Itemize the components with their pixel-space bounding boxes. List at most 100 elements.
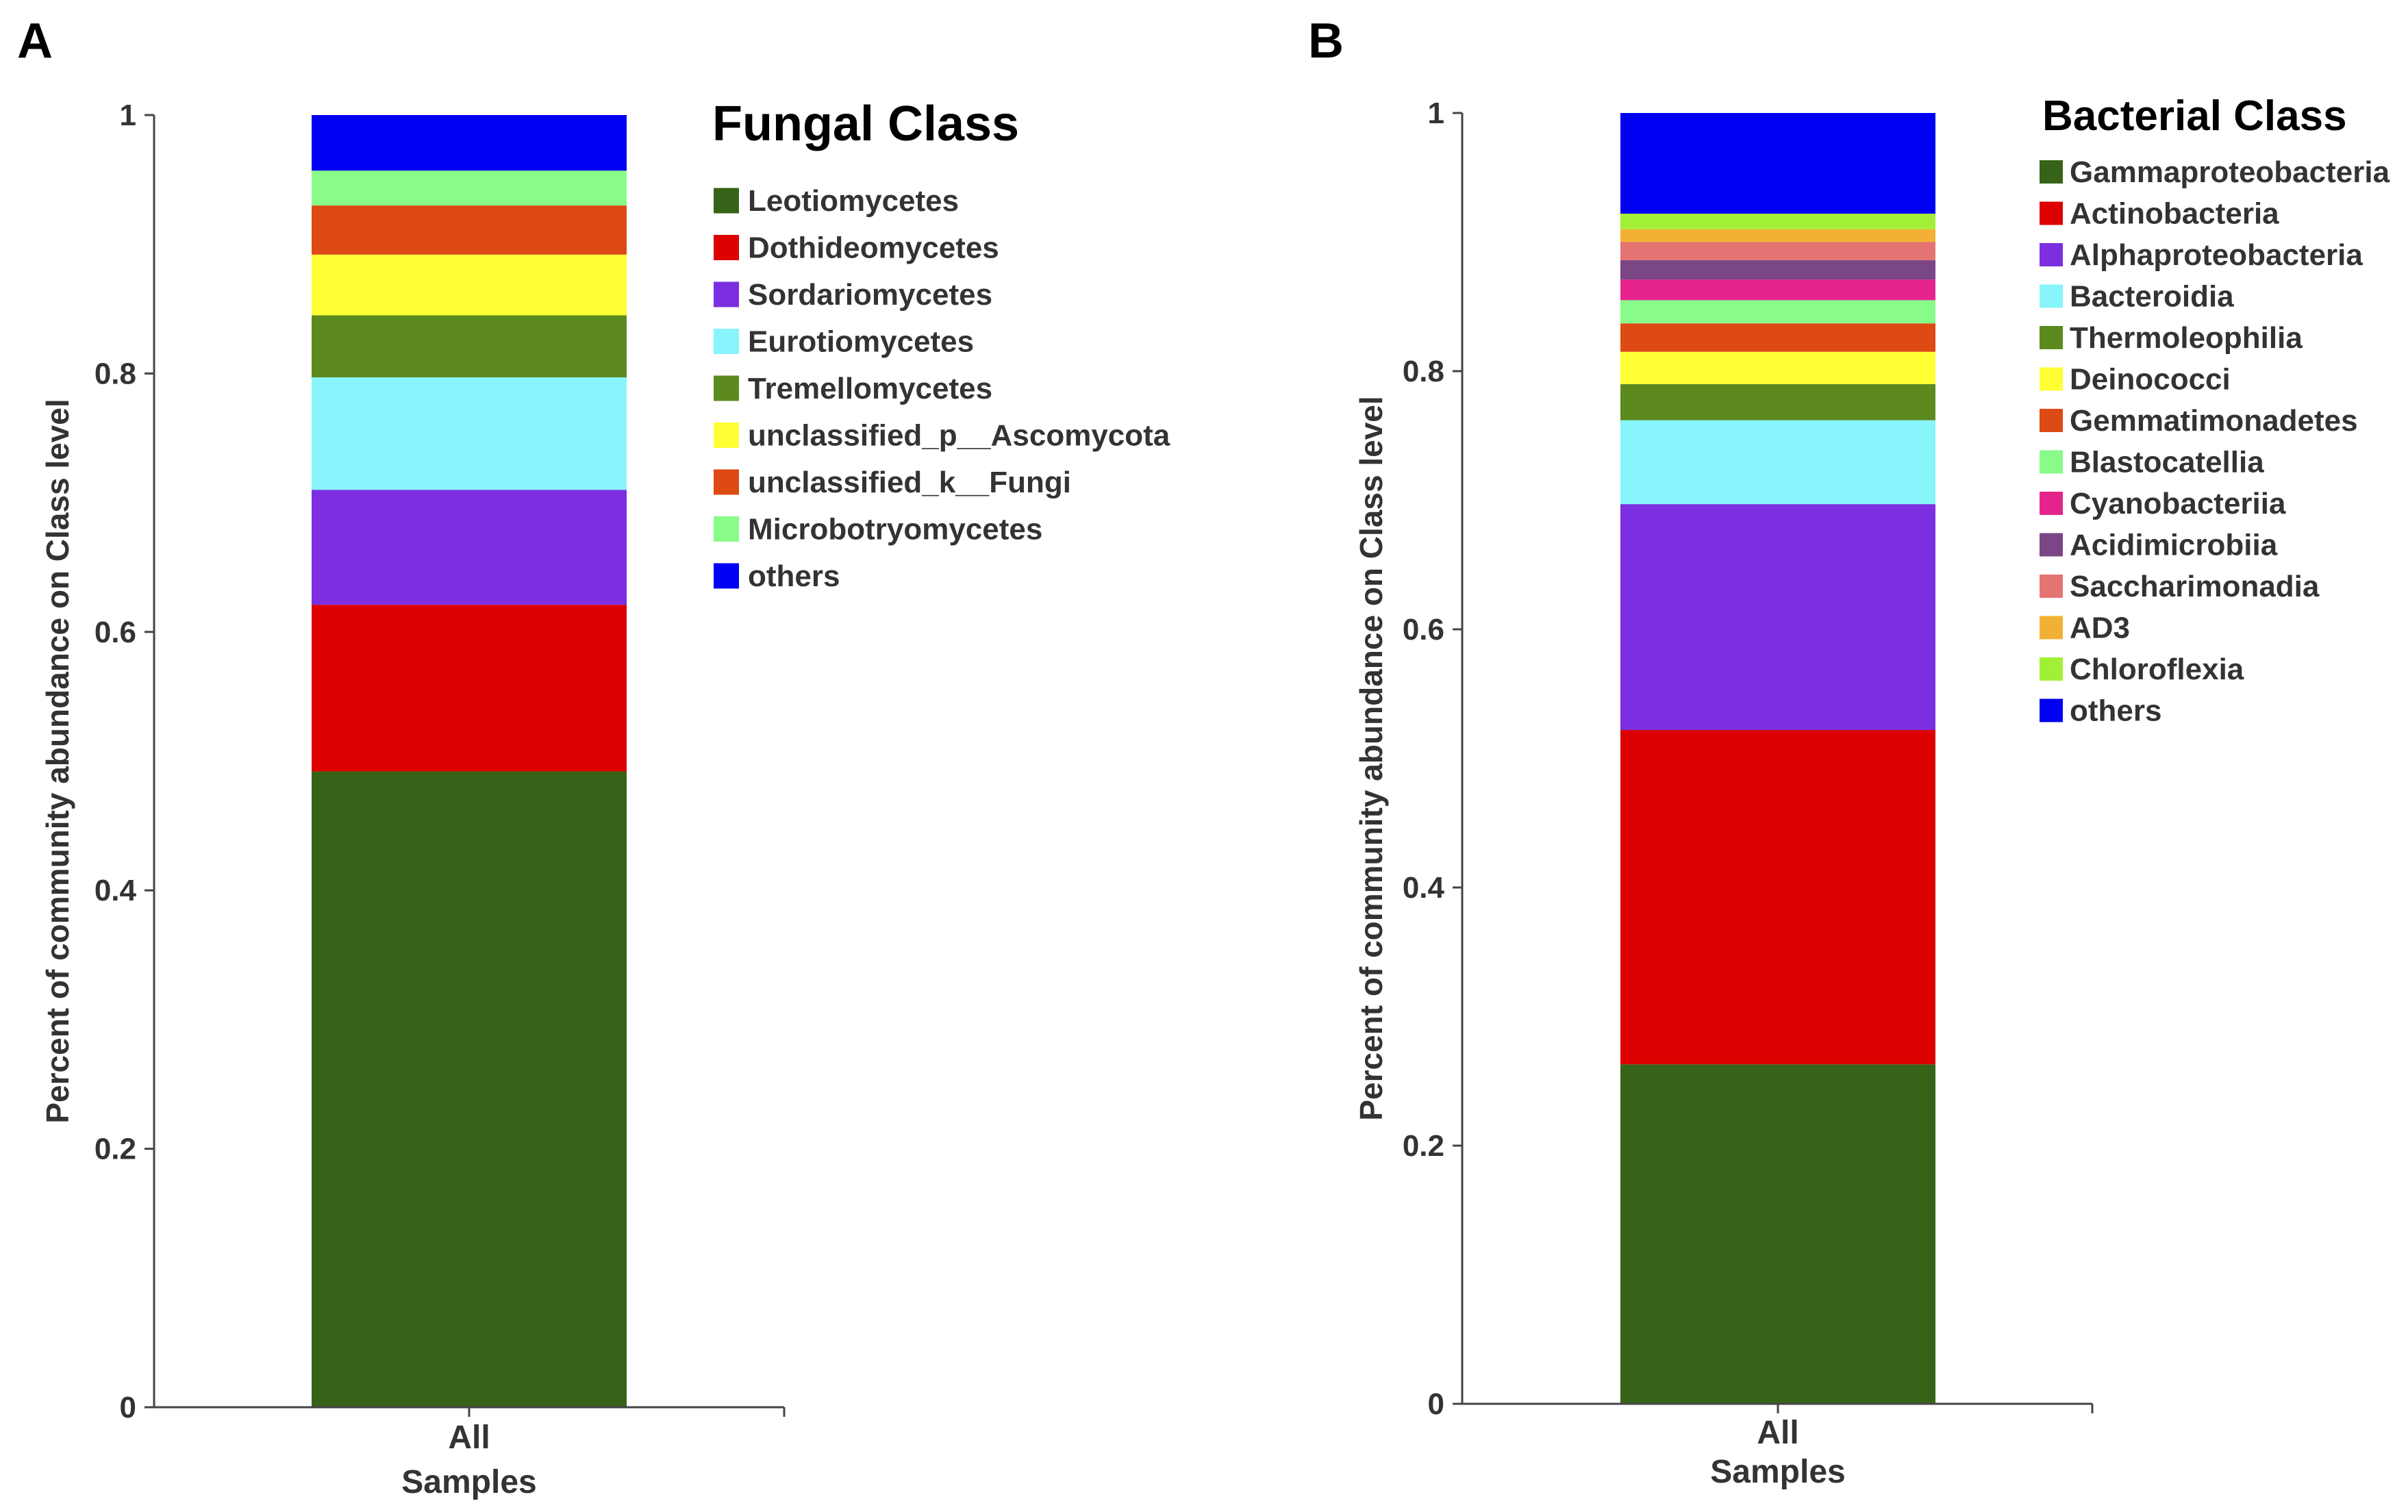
bar-segment-microbotryomycetes xyxy=(312,171,627,206)
legend-swatch xyxy=(714,563,739,589)
legend-swatch xyxy=(2040,409,2063,432)
bar-segment-gammaproteobacteria xyxy=(1620,1064,1935,1404)
bar-segment-thermoleophilia xyxy=(1620,383,1935,420)
bar-segment-eurotiomycetes xyxy=(312,377,627,490)
legend-label: Eurotiomycetes xyxy=(748,325,974,359)
legend-label: Chloroflexia xyxy=(2070,653,2244,686)
legend-swatch xyxy=(714,469,739,495)
y-tick-label: 0.4 xyxy=(95,874,137,907)
y-tick-label: 0.4 xyxy=(1403,871,1445,905)
legend-item: Thermoleophilia xyxy=(2040,321,2303,355)
y-axis-title: Percent of community abundance on Class … xyxy=(40,399,75,1123)
legend-swatch xyxy=(2040,575,2063,598)
legend-label: Cyanobacteriia xyxy=(2070,487,2286,520)
legend-swatch xyxy=(2040,201,2063,225)
legend-label: AD3 xyxy=(2070,612,2130,645)
legend-label: Saccharimonadia xyxy=(2070,570,2320,603)
legend-item: others xyxy=(2040,694,2161,728)
legend-swatch xyxy=(2040,326,2063,349)
legend-item: Leotiomycetes xyxy=(714,184,959,218)
bar-segment-sordariomycetes xyxy=(312,490,627,605)
legend-label: Gammaproteobacteria xyxy=(2070,155,2390,189)
legend-swatch xyxy=(714,516,739,542)
legend-label: Bacteroidia xyxy=(2070,280,2234,314)
bar-segment-chloroflexia xyxy=(1620,214,1935,229)
bar-segment-saccharimonadia xyxy=(1620,242,1935,260)
legend-item: unclassified_k__Fungi xyxy=(714,466,1071,499)
y-tick-label: 0.8 xyxy=(95,357,136,390)
legend-label: Gemmatimonadetes xyxy=(2070,404,2358,438)
y-tick-label: 0.2 xyxy=(1403,1129,1444,1163)
bar-segment-others xyxy=(312,115,627,171)
legend-item: Alphaproteobacteria xyxy=(2040,238,2363,272)
legend-swatch xyxy=(2040,492,2063,515)
legend-item: Acidimicrobiia xyxy=(2040,529,2278,562)
bar-segment-deinococci xyxy=(1620,351,1935,384)
legend-title: Fungal Class xyxy=(712,97,1019,151)
legend-item: others xyxy=(714,559,840,593)
legend-item: Dothideomycetes xyxy=(714,231,999,265)
legend-label: others xyxy=(2070,694,2161,728)
y-tick-label: 1 xyxy=(120,99,136,132)
legend-item: Bacteroidia xyxy=(2040,280,2234,314)
bar-segment-unclassified-k-fungi xyxy=(312,205,627,255)
legend-label: Sordariomycetes xyxy=(748,278,992,312)
bar-segment-acidimicrobiia xyxy=(1620,260,1935,280)
panel-label: B xyxy=(1308,14,1344,68)
legend-swatch xyxy=(714,188,739,214)
bar-segment-bacteroidia xyxy=(1620,420,1935,505)
legend-label: Dothideomycetes xyxy=(748,231,999,265)
x-category-label-line1: All xyxy=(448,1420,490,1456)
legend-item: Gemmatimonadetes xyxy=(2040,404,2358,438)
legend-item: unclassified_p__Ascomycota xyxy=(714,419,1170,453)
legend-swatch xyxy=(2040,160,2063,184)
y-tick-label: 1 xyxy=(1428,97,1444,130)
legend-label: Deinococci xyxy=(2070,363,2231,396)
y-tick-label: 0.8 xyxy=(1403,355,1444,388)
panel-label: A xyxy=(17,14,53,68)
legend-item: Gammaproteobacteria xyxy=(2040,155,2390,189)
x-category-label-line2: Samples xyxy=(401,1464,536,1500)
bar-segment-ad3 xyxy=(1620,229,1935,242)
legend-label: unclassified_p__Ascomycota xyxy=(748,419,1170,453)
legend-item: Sordariomycetes xyxy=(714,278,992,312)
legend-item: Deinococci xyxy=(2040,363,2231,396)
bar-segment-leotiomycetes xyxy=(312,771,627,1407)
legend-item: Cyanobacteriia xyxy=(2040,487,2286,520)
bar-segment-gemmatimonadetes xyxy=(1620,323,1935,352)
legend-label: Blastocatellia xyxy=(2070,446,2264,479)
y-tick-label: 0.6 xyxy=(1403,613,1444,646)
y-tick-label: 0 xyxy=(120,1391,136,1424)
legend-swatch xyxy=(714,329,739,354)
legend-item: AD3 xyxy=(2040,612,2130,645)
legend-swatch xyxy=(714,375,739,401)
legend-item: Actinobacteria xyxy=(2040,197,2279,231)
bar-segment-tremellomycetes xyxy=(312,315,627,378)
legend-swatch xyxy=(2040,533,2063,557)
chart-panel-a: A 0 0.2 0.4 0.6 0.8 1 All Samples Percent of comm… xyxy=(17,14,1170,1500)
legend-item: Tremellomycetes xyxy=(714,372,992,405)
legend-swatch xyxy=(714,281,739,307)
y-tick-label: 0.6 xyxy=(95,616,136,649)
legend-label: Thermoleophilia xyxy=(2070,321,2303,355)
legend-label: unclassified_k__Fungi xyxy=(748,466,1071,499)
legend-swatch xyxy=(714,423,739,448)
legend-label: Alphaproteobacteria xyxy=(2070,238,2363,272)
legend-swatch xyxy=(714,235,739,260)
x-category-label-line1: All xyxy=(1757,1415,1798,1451)
bar-segment-cyanobacteriia xyxy=(1620,279,1935,301)
legend-label: Actinobacteria xyxy=(2070,197,2279,231)
legend-label: Leotiomycetes xyxy=(748,184,959,218)
legend-item: Eurotiomycetes xyxy=(714,325,974,359)
bar-segment-unclassified-p-ascomycota xyxy=(312,254,627,316)
x-category-label-line2: Samples xyxy=(1710,1454,1845,1490)
legend-swatch xyxy=(2040,284,2063,308)
legend-label: Microbotryomycetes xyxy=(748,513,1042,546)
legend-label: Acidimicrobiia xyxy=(2070,529,2278,562)
legend-swatch xyxy=(2040,698,2063,722)
y-tick-label: 0 xyxy=(1428,1387,1444,1421)
legend-swatch xyxy=(2040,450,2063,474)
legend-item: Microbotryomycetes xyxy=(714,513,1042,546)
bar-segment-others xyxy=(1620,113,1935,214)
